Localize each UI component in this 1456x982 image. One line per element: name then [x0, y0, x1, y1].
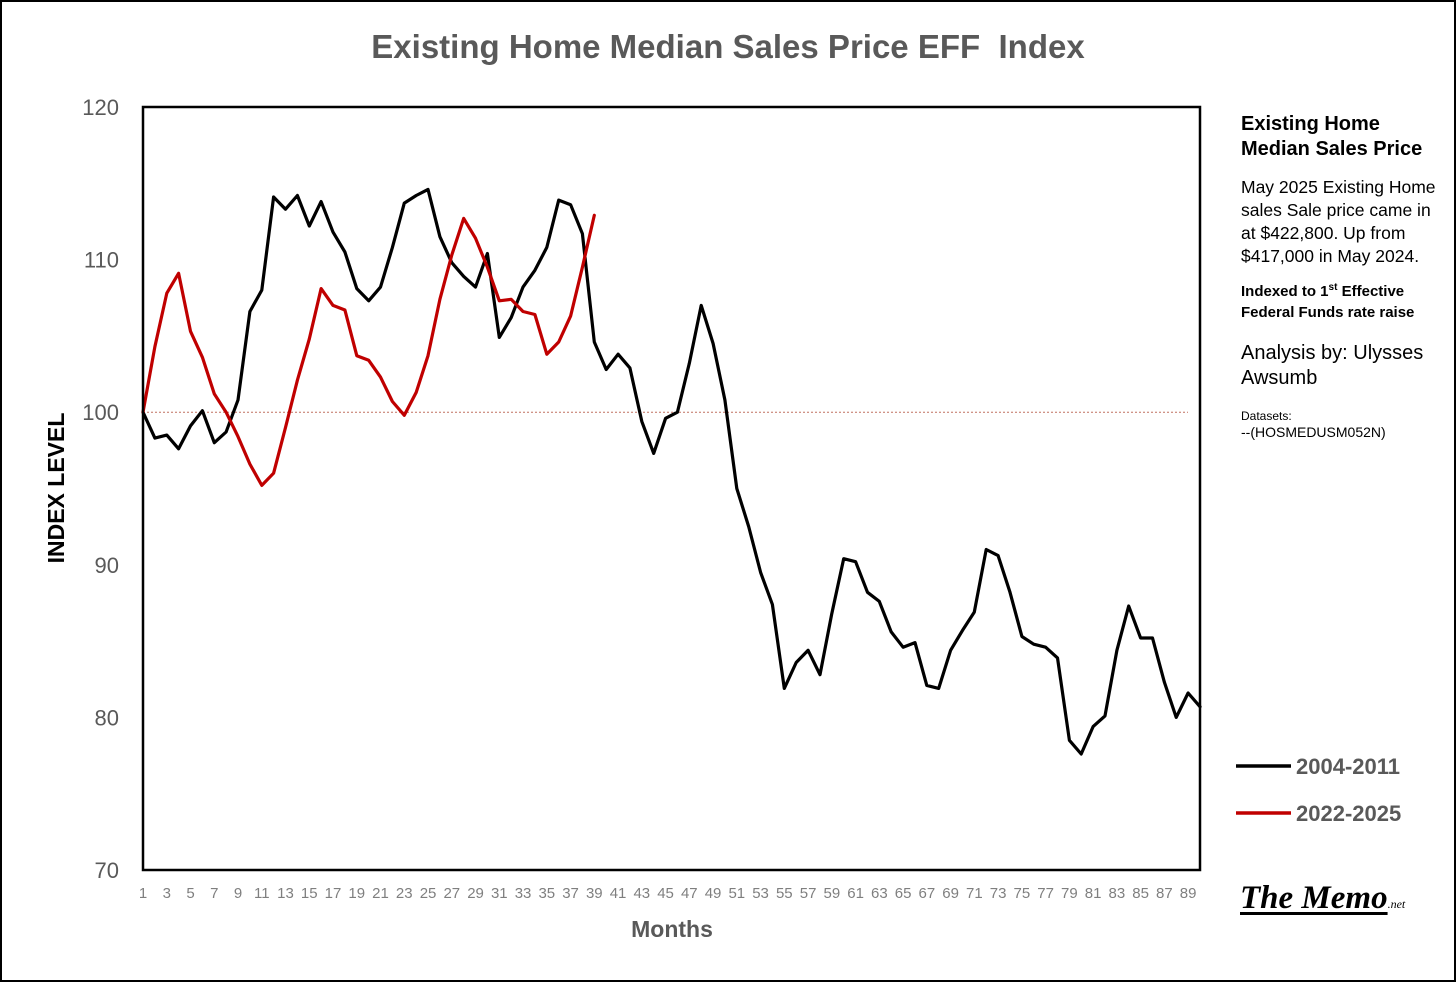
x-tick-label: 57	[800, 885, 817, 902]
x-tick-label: 41	[610, 885, 627, 902]
x-tick-label: 29	[467, 885, 484, 902]
sidebar-notes: Existing Home Median Sales Price May 202…	[1241, 112, 1441, 441]
x-tick-label: 77	[1037, 885, 1054, 902]
series-line-2022-2025	[141, 213, 596, 487]
x-tick-label: 85	[1132, 885, 1149, 902]
x-tick-label: 73	[990, 885, 1007, 902]
sidebar-indexed-note: Indexed to 1st Effective Federal Funds r…	[1241, 282, 1441, 323]
x-tick-label: 13	[277, 885, 294, 902]
x-tick-label: 37	[562, 885, 579, 902]
indexed-text-pre: Indexed to 1	[1241, 283, 1329, 300]
y-tick-label: 80	[95, 705, 119, 730]
x-tick-label: 67	[918, 885, 935, 902]
sidebar-analysis-credit: Analysis by: Ulysses Awsumb	[1241, 342, 1424, 389]
x-tick-label: 25	[420, 885, 437, 902]
x-tick-label: 43	[633, 885, 650, 902]
plot-area-border	[141, 105, 1202, 872]
x-tick-label: 87	[1156, 885, 1173, 902]
y-tick-label: 120	[82, 95, 119, 120]
x-tick-label: 35	[538, 885, 555, 902]
x-axis-ticks: 1 3 5 7 9 11 13 15 17 19 21 23 25 27 29 31 33 35 37 39 41 43 4…	[139, 885, 1197, 902]
x-tick-label: 79	[1061, 885, 1078, 902]
x-tick-label: 63	[871, 885, 888, 902]
logo-suffix-text: .net	[1387, 897, 1406, 911]
x-tick-label: 33	[515, 885, 532, 902]
x-tick-label: 1	[139, 885, 147, 902]
y-axis-label: INDEX LEVEL	[43, 413, 69, 564]
x-tick-label: 45	[657, 885, 674, 902]
x-tick-label: 61	[847, 885, 864, 902]
sidebar-summary: May 2025 Existing Home sales Sale price …	[1241, 177, 1436, 266]
y-tick-label: 90	[95, 553, 119, 578]
legend-label-2022-2025: 2022-2025	[1296, 801, 1401, 826]
legend: 2004-2011 2022-2025	[1236, 754, 1401, 826]
sidebar-datasets-label: Datasets:	[1241, 409, 1292, 423]
x-tick-label: 53	[752, 885, 769, 902]
the-memo-logo: The Memo.net	[1240, 880, 1405, 917]
series-group	[141, 187, 1202, 756]
x-tick-label: 51	[728, 885, 745, 902]
y-tick-label: 110	[84, 248, 119, 273]
x-tick-label: 9	[234, 885, 242, 902]
x-tick-label: 81	[1085, 885, 1102, 902]
y-tick-label: 100	[82, 400, 119, 425]
sidebar-datasets-value: --(HOSMEDUSM052N)	[1241, 424, 1386, 440]
x-tick-label: 5	[186, 885, 194, 902]
x-tick-label: 69	[942, 885, 959, 902]
x-tick-label: 3	[163, 885, 171, 902]
x-axis-label: Months	[631, 916, 713, 942]
x-tick-label: 71	[966, 885, 983, 902]
x-tick-label: 65	[895, 885, 912, 902]
x-tick-label: 89	[1180, 885, 1197, 902]
y-axis-ticks: 70 80 90 100 110 120	[82, 95, 119, 883]
indexed-text-sup: st	[1328, 282, 1338, 293]
x-tick-label: 75	[1014, 885, 1031, 902]
indexed-text-post: Effective Federal Funds rate raise	[1241, 283, 1415, 321]
x-tick-label: 17	[325, 885, 342, 902]
x-tick-label: 23	[396, 885, 413, 902]
y-tick-label: 70	[95, 858, 119, 883]
legend-label-2004-2011: 2004-2011	[1296, 754, 1400, 779]
x-tick-label: 19	[348, 885, 365, 902]
x-tick-label: 55	[776, 885, 793, 902]
logo-main-text: The Memo	[1240, 880, 1388, 916]
x-tick-label: 27	[443, 885, 460, 902]
x-tick-label: 83	[1109, 885, 1126, 902]
x-tick-label: 15	[301, 885, 318, 902]
x-tick-label: 7	[210, 885, 218, 902]
x-tick-label: 59	[823, 885, 840, 902]
x-tick-label: 31	[491, 885, 508, 902]
x-tick-label: 47	[681, 885, 698, 902]
sidebar-title: Existing Home Median Sales Price	[1241, 113, 1423, 160]
x-tick-label: 11	[254, 885, 270, 902]
x-tick-label: 49	[705, 885, 722, 902]
x-tick-label: 39	[586, 885, 603, 902]
chart-title: Existing Home Median Sales Price EFF Ind…	[371, 28, 1085, 65]
series-line-2004-2011	[141, 187, 1202, 756]
x-tick-label: 21	[372, 885, 389, 902]
